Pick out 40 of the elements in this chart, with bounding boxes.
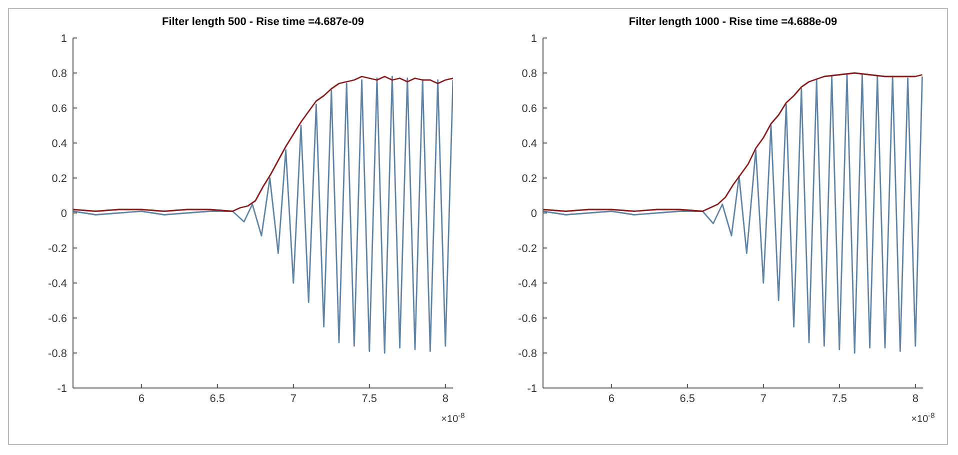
y-tick-label: 1 <box>60 32 67 45</box>
x-tick-label: 6.5 <box>210 392 226 405</box>
y-tick-label: -0.8 <box>518 348 537 360</box>
y-tick-label: 0.8 <box>52 68 67 80</box>
y-tick-label: 0.4 <box>522 138 537 150</box>
x-tick-label: 8 <box>442 392 448 405</box>
chart-title: Filter length 500 - Rise time =4.687e-09 <box>160 16 366 28</box>
x-tick-label: 7.5 <box>362 392 378 405</box>
y-tick-label: 0.2 <box>522 172 537 185</box>
y-tick-label: 0.6 <box>52 102 67 115</box>
y-tick-label: -0.6 <box>48 312 67 325</box>
line-series <box>543 72 923 212</box>
y-tick-label: 0.2 <box>52 172 67 185</box>
y-tick-label: -0.8 <box>48 348 67 360</box>
x-tick-label: 8 <box>912 392 918 405</box>
y-tick-label: -0.6 <box>518 312 537 325</box>
x-tick-label: 6 <box>138 392 144 405</box>
line-series <box>73 76 453 212</box>
y-tick-label: 0 <box>60 208 67 220</box>
x-tick-label: 6.5 <box>680 392 696 405</box>
x-tick-label: 6 <box>608 392 614 405</box>
line-series <box>73 76 453 354</box>
chart-title: Filter length 1000 - Rise time =4.688e-09 <box>628 16 838 28</box>
y-tick-label: 0.6 <box>522 102 537 115</box>
x-axis-title: ×10$^{-8}$ <box>441 410 465 425</box>
x-tick-label: 7 <box>760 392 766 405</box>
y-tick-label: -1 <box>57 382 67 395</box>
y-tick-label: -0.2 <box>48 242 67 255</box>
y-tick-label: 1 <box>530 32 537 45</box>
x-axis-title: ×10$^{-8}$ <box>911 410 935 425</box>
y-tick-label: 0.8 <box>522 68 537 80</box>
y-tick-label: -0.4 <box>518 278 537 290</box>
y-tick-label: -0.2 <box>518 242 537 255</box>
line-series <box>543 74 923 354</box>
y-tick-label: 0.4 <box>52 138 67 150</box>
y-tick-label: -1 <box>527 382 537 395</box>
y-tick-label: 0 <box>530 208 537 220</box>
y-tick-label: -0.4 <box>48 278 67 290</box>
x-tick-label: 7.5 <box>832 392 848 405</box>
x-tick-label: 7 <box>290 392 296 405</box>
